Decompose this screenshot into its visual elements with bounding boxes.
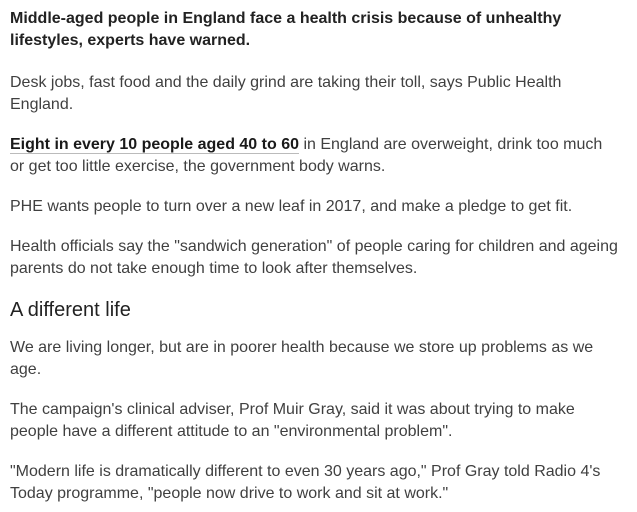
paragraph-eight-in-ten: Eight in every 10 people aged 40 to 60 i… [10,134,619,178]
paragraph-eight-in-ten-rest: in England are overweight, drink too muc… [10,136,603,175]
paragraph-living-longer: We are living longer, but are in poorer … [10,339,594,378]
paragraph-clinical-adviser: The campaign's clinical adviser, Prof Mu… [10,401,575,440]
paragraph-modern-life-quote: "Modern life is dramatically different t… [10,463,601,502]
paragraph-new-leaf: PHE wants people to turn over a new leaf… [10,198,573,215]
subheading: A different life [10,299,131,321]
paragraph-desk-jobs: Desk jobs, fast food and the daily grind… [10,74,562,113]
paragraph-sandwich-generation: Health officials say the "sandwich gener… [10,238,618,277]
statistic-link[interactable]: Eight in every 10 people aged 40 to 60 [10,136,299,154]
article-intro: Middle-aged people in England face a hea… [10,10,562,49]
